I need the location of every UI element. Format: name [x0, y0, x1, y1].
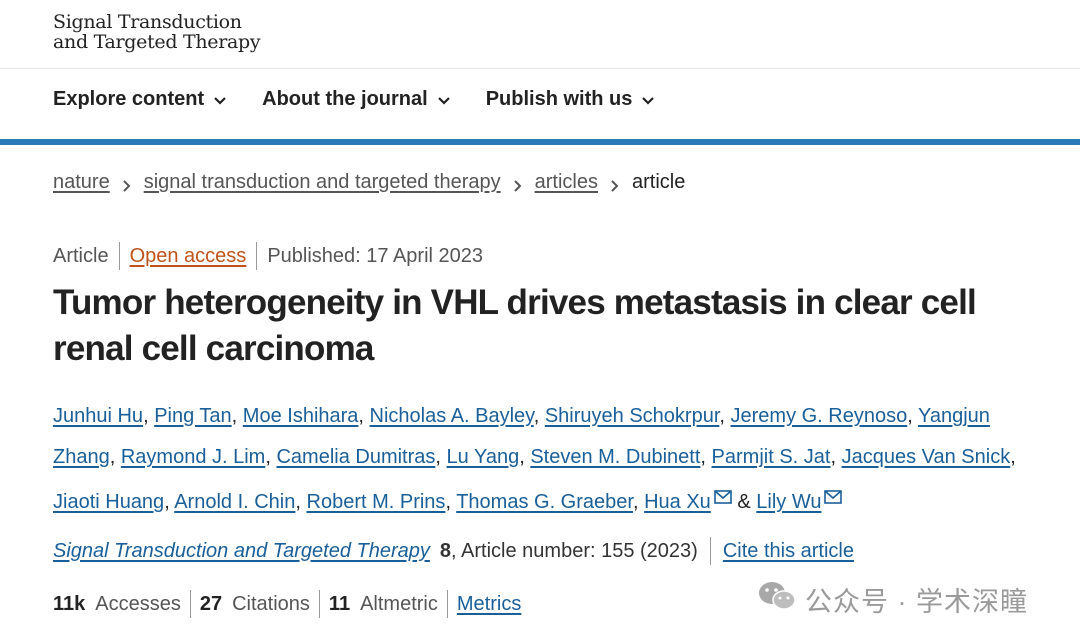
email-icon[interactable] — [824, 478, 843, 519]
wechat-icon — [757, 580, 797, 619]
nav-publish-label: Publish with us — [485, 88, 633, 110]
volume: 8 — [439, 539, 452, 562]
breadcrumb-current: article — [631, 171, 686, 193]
nav-explore-content[interactable]: Explore content — [53, 88, 228, 111]
author-link[interactable]: Lu Yang — [446, 446, 520, 468]
email-icon[interactable] — [713, 478, 732, 519]
author-link[interactable]: Nicholas A. Bayley — [369, 405, 534, 427]
chevron-right-icon — [121, 176, 133, 192]
nav-about-journal[interactable]: About the journal — [262, 88, 452, 111]
author-link[interactable]: Steven M. Dubinett — [530, 446, 701, 468]
breadcrumb-nature[interactable]: nature — [53, 171, 110, 193]
published-date: Published: 17 April 2023 — [267, 244, 484, 267]
altmetric-label: Altmetric — [360, 592, 438, 615]
open-access-link[interactable]: Open access — [129, 244, 247, 267]
meta-divider — [118, 242, 120, 270]
meta-divider — [256, 242, 258, 270]
citations-count: 27 — [199, 592, 223, 615]
article-number: , Article number: 155 (2023) — [451, 539, 698, 562]
author-link[interactable]: Raymond J. Lim — [120, 446, 266, 468]
author-link[interactable]: Thomas G. Graeber — [456, 491, 633, 513]
author-link[interactable]: Yangjun Zhang — [53, 405, 990, 468]
author-link[interactable]: Arnold I. Chin — [174, 491, 296, 513]
article-title: Tumor heterogeneity in VHL drives metast… — [53, 283, 977, 368]
breadcrumb-journal[interactable]: signal transduction and targeted therapy — [143, 171, 501, 193]
metrics-bar: 11k Accesses 27 Citations 11 Altmetric M… — [53, 590, 521, 618]
author-link[interactable]: Jeremy G. Reynoso — [730, 405, 908, 427]
author-link[interactable]: Ping Tan — [154, 405, 232, 427]
author-link[interactable]: Shiruyeh Schokrpur — [544, 405, 720, 427]
chevron-right-icon — [512, 176, 524, 192]
accesses-count: 11k — [53, 592, 86, 615]
metrics-divider — [318, 590, 320, 618]
author-link[interactable]: Camelia Dumitras — [276, 446, 436, 468]
author-link[interactable]: Moe Ishihara — [242, 405, 359, 427]
chevron-down-icon — [436, 92, 452, 108]
article-type: Article — [53, 244, 109, 267]
citation-divider — [709, 537, 711, 565]
main-nav: Explore content About the journal Publis… — [53, 88, 690, 111]
accesses-label: Accesses — [95, 592, 181, 615]
watermark-text: 公众号 · 学术深瞳 — [805, 587, 1028, 617]
author-link[interactable]: Lily Wu — [756, 491, 822, 513]
accent-divider — [0, 139, 1080, 145]
header-divider — [0, 68, 1080, 69]
nav-publish-with-us[interactable]: Publish with us — [486, 88, 657, 111]
author-link[interactable]: Jiaoti Huang — [53, 491, 165, 513]
author-link[interactable]: Hua Xu — [644, 491, 711, 513]
author-link[interactable]: Jacques Van Snick — [841, 446, 1011, 468]
breadcrumb: nature signal transduction and targeted … — [53, 171, 685, 194]
author-joiner: & — [737, 491, 751, 513]
journal-logo[interactable]: Signal Transduction and Targeted Therapy — [53, 11, 261, 53]
citations-label: Citations — [232, 592, 310, 615]
cite-this-article-link[interactable]: Cite this article — [722, 539, 854, 562]
author-link[interactable]: Parmjit S. Jat — [711, 446, 831, 468]
nav-explore-label: Explore content — [53, 88, 205, 110]
logo-line-1: Signal Transduction — [53, 11, 242, 33]
metrics-link[interactable]: Metrics — [456, 592, 522, 615]
author-link[interactable]: Robert M. Prins — [306, 491, 446, 513]
altmetric-count: 11 — [328, 592, 351, 615]
author-link[interactable]: Junhui Hu — [53, 405, 144, 427]
article-meta: Article Open access Published: 17 April … — [53, 242, 483, 270]
journal-link[interactable]: Signal Transduction and Targeted Therapy — [53, 539, 430, 562]
metrics-divider — [446, 590, 448, 618]
citation-line: Signal Transduction and Targeted Therapy… — [53, 537, 854, 565]
metrics-divider — [189, 590, 191, 618]
breadcrumb-articles[interactable]: articles — [534, 171, 598, 193]
chevron-down-icon — [640, 92, 656, 108]
author-list: Junhui Hu, Ping Tan, Moe Ishihara, Nicho… — [53, 396, 1028, 523]
chevron-down-icon — [212, 92, 228, 108]
watermark: 公众号 · 学术深瞳 — [757, 580, 1028, 619]
chevron-right-icon — [609, 176, 621, 192]
nav-about-label: About the journal — [262, 88, 428, 110]
logo-line-2: and Targeted Therapy — [53, 31, 261, 53]
